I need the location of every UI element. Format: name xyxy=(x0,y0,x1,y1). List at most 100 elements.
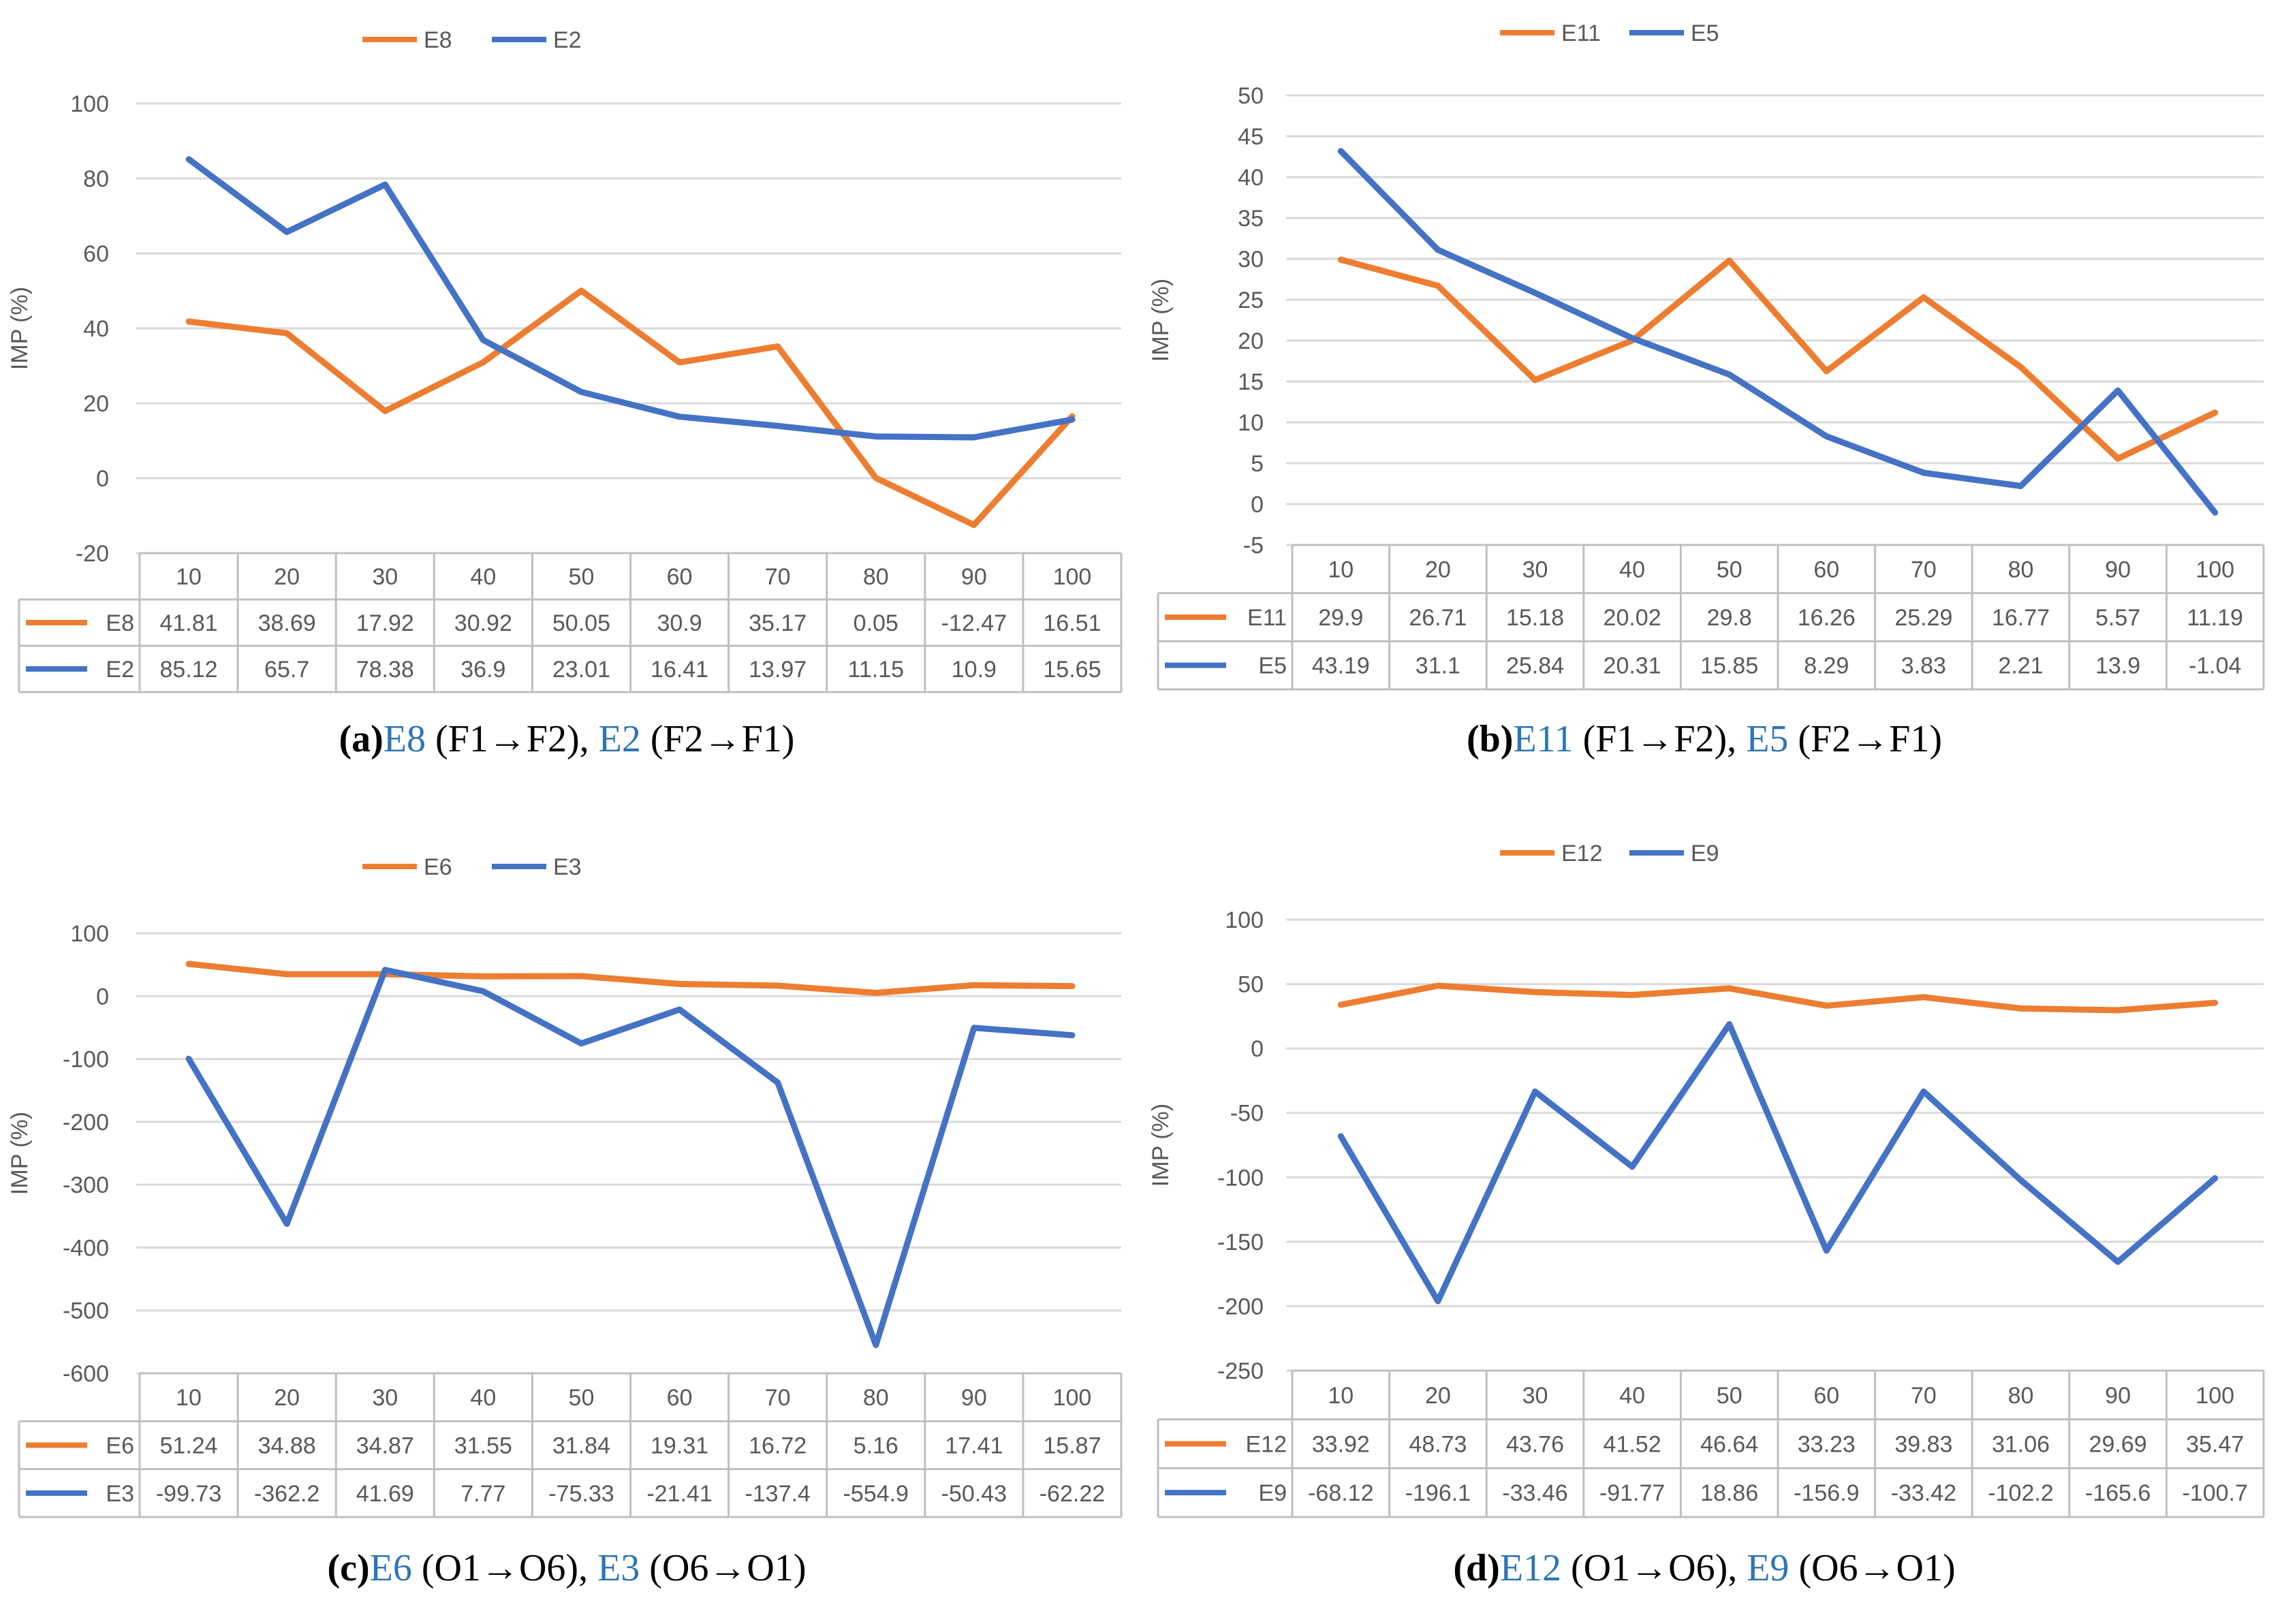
y-tick-label: -100 xyxy=(63,1047,109,1073)
data-label: -99.73 xyxy=(156,1481,221,1507)
x-tick-label: 40 xyxy=(470,1385,496,1411)
y-tick-label: 25 xyxy=(1238,287,1264,313)
y-tick-label: -250 xyxy=(1217,1358,1264,1384)
y-tick-label: -5 xyxy=(1243,533,1264,559)
x-tick-label: 30 xyxy=(372,1385,398,1411)
x-tick-label: 40 xyxy=(470,564,496,590)
y-tick-label: -200 xyxy=(63,1110,109,1136)
table-series-name: E8 xyxy=(106,610,134,636)
data-label: 41.81 xyxy=(160,610,218,636)
caption-s1: E6 xyxy=(370,1547,412,1589)
data-label: 23.01 xyxy=(552,657,610,683)
data-label: 31.06 xyxy=(1992,1432,2050,1458)
series-line-e5 xyxy=(1341,151,2215,513)
data-label: 43.19 xyxy=(1312,653,1370,679)
caption-s1: E12 xyxy=(1500,1547,1561,1589)
legend-label-e12: E12 xyxy=(1561,841,1603,866)
data-label: -68.12 xyxy=(1308,1480,1373,1506)
caption-d2: (O6→O1) xyxy=(640,1547,806,1589)
data-label: 35.47 xyxy=(2186,1432,2244,1458)
x-tick-label: 10 xyxy=(1328,557,1354,582)
legend-label-e8: E8 xyxy=(424,27,452,53)
series-line-e3 xyxy=(189,970,1072,1345)
x-tick-label: 80 xyxy=(863,1385,889,1411)
data-label: 5.16 xyxy=(854,1433,898,1459)
data-label: 19.31 xyxy=(651,1433,708,1459)
caption-letter: (b) xyxy=(1467,718,1513,760)
caption-d1: (F1→F2), xyxy=(1574,718,1747,760)
x-tick-label: 90 xyxy=(961,1385,987,1411)
data-label: -156.9 xyxy=(1794,1480,1859,1506)
x-tick-label: 80 xyxy=(2008,1383,2034,1409)
y-axis-label: IMP (%) xyxy=(1148,1104,1174,1187)
x-tick-label: 70 xyxy=(765,564,791,590)
x-tick-label: 60 xyxy=(667,564,693,590)
data-label: 16.51 xyxy=(1043,610,1101,636)
x-tick-label: 20 xyxy=(274,564,300,590)
panel-caption: (a)E8 (F1→F2), E2 (F2→F1) xyxy=(339,718,795,760)
data-label: 50.05 xyxy=(552,610,610,636)
data-label: -50.43 xyxy=(941,1481,1007,1507)
data-label: 15.87 xyxy=(1043,1433,1101,1459)
caption-s1: E8 xyxy=(384,718,426,760)
panel-caption: (b)E11 (F1→F2), E5 (F2→F1) xyxy=(1467,718,1942,760)
data-label: 20.31 xyxy=(1604,653,1661,679)
caption-s2: E3 xyxy=(597,1547,640,1589)
data-label: 78.38 xyxy=(356,657,414,683)
x-tick-label: 100 xyxy=(1053,564,1092,590)
y-tick-label: 0 xyxy=(96,984,109,1010)
data-label: 8.29 xyxy=(1804,653,1849,679)
y-tick-label: -600 xyxy=(63,1361,109,1387)
caption-d2: (O6→O1) xyxy=(1789,1547,1955,1589)
data-label: 39.83 xyxy=(1894,1432,1952,1458)
series-line-e8 xyxy=(189,291,1072,525)
x-tick-label: 30 xyxy=(372,564,398,590)
data-label: 34.88 xyxy=(258,1433,316,1459)
caption-letter: (a) xyxy=(339,718,384,760)
caption-d1: (F1→F2), xyxy=(426,718,599,760)
data-label: -33.42 xyxy=(1891,1480,1956,1506)
y-tick-label: 40 xyxy=(83,316,109,342)
x-tick-label: 20 xyxy=(1425,1383,1451,1409)
caption-s2: E2 xyxy=(599,718,641,760)
x-tick-label: 10 xyxy=(176,1385,202,1411)
data-label: 16.77 xyxy=(1992,605,2050,631)
caption-d1: (O1→O6), xyxy=(1561,1547,1747,1589)
data-label: 16.72 xyxy=(749,1433,807,1459)
y-tick-label: -200 xyxy=(1217,1294,1264,1320)
x-tick-label: 40 xyxy=(1619,557,1645,582)
panel-caption: (c)E6 (O1→O6), E3 (O6→O1) xyxy=(328,1547,807,1589)
y-tick-label: 100 xyxy=(70,91,109,117)
caption-d2: (F2→F1) xyxy=(641,718,795,760)
data-label: -62.22 xyxy=(1040,1481,1105,1507)
series-line-e6 xyxy=(189,964,1072,993)
legend-label-e9: E9 xyxy=(1691,841,1719,866)
table-series-name: E9 xyxy=(1258,1480,1287,1506)
y-tick-label: 0 xyxy=(1251,492,1264,518)
caption-s2: E5 xyxy=(1746,718,1788,760)
data-label: -102.2 xyxy=(1988,1480,2053,1506)
series-line-e11 xyxy=(1341,260,2215,458)
data-label: 31.55 xyxy=(454,1433,512,1459)
table-series-name: E6 xyxy=(106,1433,134,1459)
x-tick-label: 10 xyxy=(1328,1383,1354,1409)
table-series-name: E11 xyxy=(1247,605,1287,631)
table-series-name: E5 xyxy=(1258,653,1287,679)
x-tick-label: 70 xyxy=(1911,557,1937,582)
data-label: 65.7 xyxy=(264,657,309,683)
data-label: 30.9 xyxy=(657,610,702,636)
data-label: 33.92 xyxy=(1312,1432,1370,1458)
data-label: -75.33 xyxy=(548,1481,614,1507)
series-line-e12 xyxy=(1341,986,2215,1010)
data-label: 31.84 xyxy=(552,1433,610,1459)
x-tick-label: 80 xyxy=(863,564,889,590)
data-label: 38.69 xyxy=(258,610,316,636)
x-tick-label: 70 xyxy=(765,1385,791,1411)
data-label: 7.77 xyxy=(460,1481,505,1507)
data-label: 46.64 xyxy=(1700,1432,1758,1458)
y-tick-label: -500 xyxy=(63,1298,109,1324)
